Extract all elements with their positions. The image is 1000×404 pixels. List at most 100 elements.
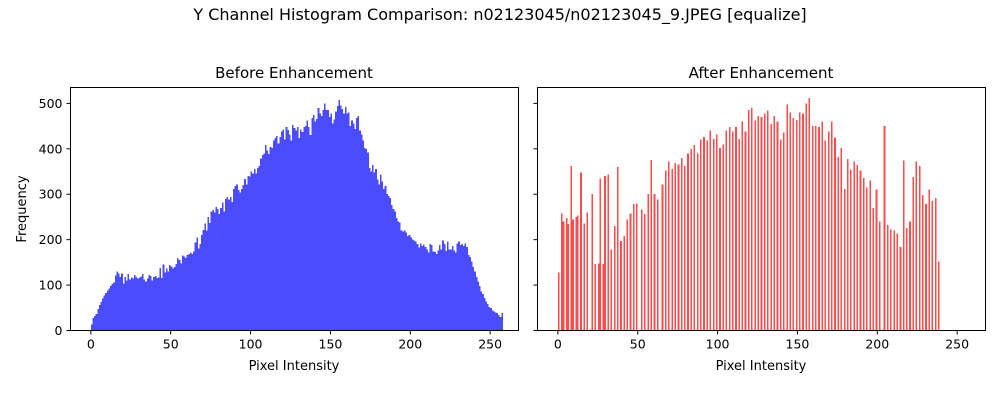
before-bar <box>172 268 174 331</box>
after-bar <box>862 177 865 331</box>
before-bar <box>218 214 221 331</box>
before-bar <box>170 266 173 331</box>
before-bar <box>316 118 318 331</box>
before-bar <box>153 276 155 331</box>
before-bar <box>92 318 95 331</box>
after-bar <box>866 187 868 331</box>
before-bar <box>402 231 404 331</box>
after-bar <box>580 172 582 331</box>
after-bar <box>599 178 601 331</box>
before-bar <box>126 280 128 331</box>
after-bar <box>562 221 565 331</box>
after-bar <box>827 131 830 331</box>
after-bar <box>693 145 696 331</box>
before-x-tick-label: 150 <box>319 337 343 352</box>
after-bar <box>934 197 937 331</box>
before-bar <box>261 155 264 331</box>
after-bar <box>671 168 673 331</box>
before-bar <box>271 147 273 331</box>
after-bar <box>843 188 846 331</box>
before-bar <box>472 266 475 331</box>
before-bar <box>359 130 361 331</box>
after-bar <box>583 223 586 331</box>
before-bar <box>330 113 333 331</box>
after-bar <box>902 160 905 331</box>
before-bar <box>303 127 305 331</box>
after-bar <box>741 121 744 331</box>
before-bar <box>395 217 398 331</box>
after-bar <box>757 116 760 331</box>
before-bar <box>103 295 106 331</box>
before-bar <box>399 222 401 331</box>
before-bar <box>443 244 446 331</box>
before-bar <box>252 173 254 331</box>
before-bar <box>116 271 119 331</box>
before-bar <box>177 257 179 331</box>
after-bar <box>767 110 769 331</box>
before-bar <box>491 310 494 331</box>
after-bar <box>763 113 766 331</box>
after-bar <box>779 139 782 331</box>
before-y-tick-label: 400 <box>39 141 63 156</box>
before-bar <box>124 276 126 331</box>
after-bar <box>795 120 798 331</box>
before-bar <box>197 248 200 331</box>
before-x-tick-label: 0 <box>87 337 95 352</box>
before-bar <box>130 277 133 331</box>
after-bar <box>783 132 785 331</box>
before-bar <box>217 208 219 331</box>
before-bar <box>440 249 443 331</box>
after-bar <box>616 166 619 331</box>
before-bar <box>367 152 369 331</box>
before-bar <box>156 277 158 331</box>
after-bar <box>567 223 570 331</box>
before-bar <box>463 246 465 331</box>
before-x-tick-label: 250 <box>478 337 502 352</box>
after-bar <box>815 126 817 331</box>
before-bar <box>482 294 484 331</box>
after-bar <box>738 138 740 331</box>
before-bar <box>97 309 99 331</box>
after-bar <box>890 229 892 331</box>
before-bar <box>371 165 374 331</box>
before-bar <box>118 273 120 331</box>
before-bar <box>387 196 390 331</box>
after-bar <box>725 130 728 331</box>
before-bar <box>317 107 320 331</box>
after-bar <box>629 213 632 331</box>
after-bar <box>668 161 670 331</box>
before-bar <box>346 113 349 331</box>
before-bar <box>416 244 419 331</box>
before-y-tick-label: 500 <box>39 96 63 111</box>
after-x-tick-label: 250 <box>945 337 969 352</box>
before-bar <box>137 278 139 331</box>
before-bar <box>272 140 275 331</box>
before-bar <box>375 168 377 331</box>
after-bar <box>674 162 677 331</box>
before-bar <box>110 285 112 331</box>
after-bar <box>928 189 930 331</box>
before-bar <box>415 241 417 331</box>
after-bar <box>840 147 843 331</box>
before-bar <box>322 110 325 331</box>
before-bar <box>293 127 296 331</box>
after-bar <box>789 112 792 331</box>
before-x-tick-label: 50 <box>163 337 179 352</box>
before-bar <box>164 272 166 331</box>
before-bar <box>458 241 460 331</box>
after-bar <box>620 241 622 331</box>
before-bar <box>282 129 285 331</box>
before-bar <box>220 207 222 331</box>
after-bar <box>834 137 836 331</box>
after-bar <box>886 225 889 331</box>
before-bar <box>319 113 321 331</box>
after-bar <box>896 233 899 331</box>
after-bar <box>561 213 563 331</box>
before-bar <box>194 242 197 331</box>
before-bar <box>488 306 491 331</box>
before-bar <box>138 277 141 331</box>
after-bar <box>909 221 911 331</box>
before-bar <box>159 267 162 331</box>
after-bar <box>883 126 886 331</box>
